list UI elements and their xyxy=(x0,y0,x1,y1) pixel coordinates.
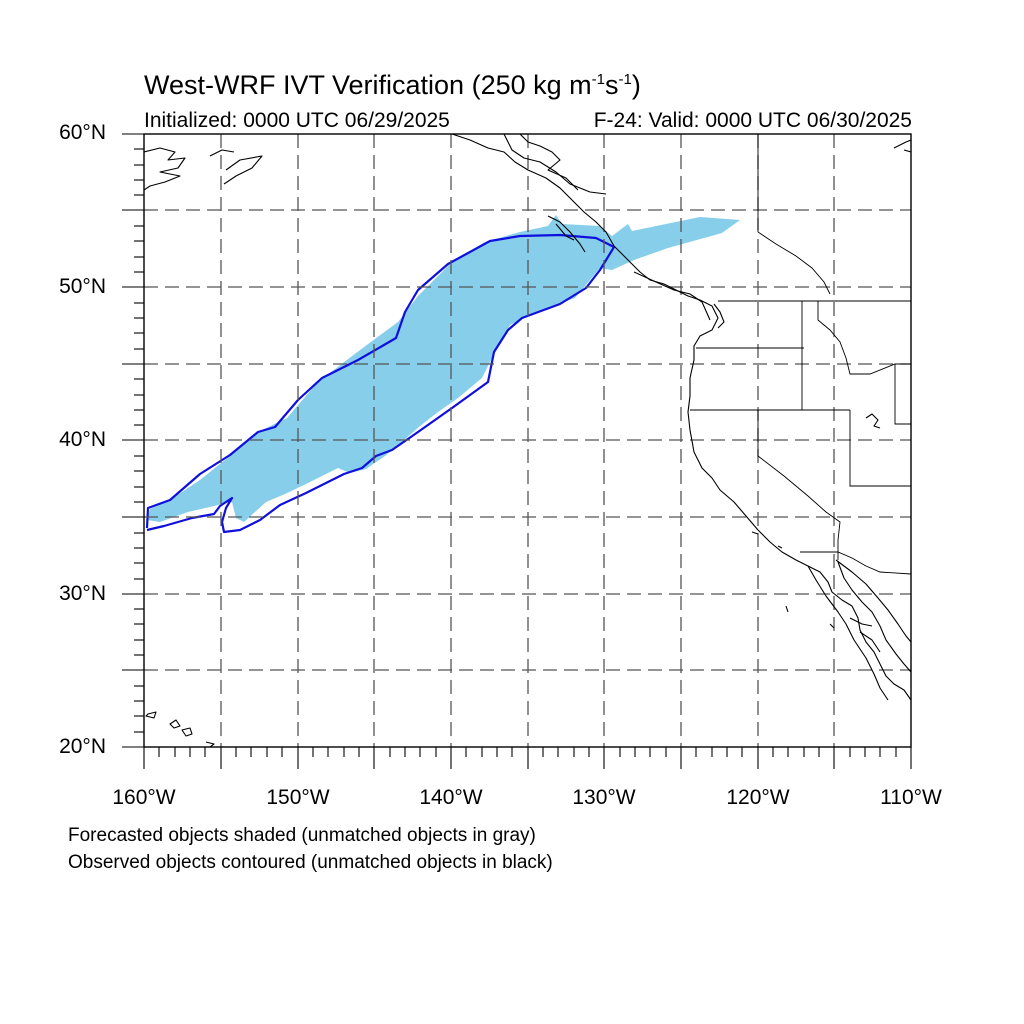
coastlines xyxy=(144,134,911,747)
lat-label-20n: 20°N xyxy=(59,735,106,758)
legend-forecast-note: Forecasted objects shaded (unmatched obj… xyxy=(68,825,536,846)
observed-ivt-contour xyxy=(145,233,616,534)
lat-label-30n: 30°N xyxy=(59,582,106,605)
tick-marks xyxy=(122,133,912,769)
political-boundaries xyxy=(690,134,911,575)
lon-label-160w: 160°W xyxy=(112,786,176,809)
lon-label-150w: 150°W xyxy=(266,786,330,809)
lon-label-120w: 120°W xyxy=(726,786,790,809)
legend-observed-note: Observed objects contoured (unmatched ob… xyxy=(68,852,553,873)
lat-label-50n: 50°N xyxy=(59,275,106,298)
lat-label-40n: 40°N xyxy=(59,428,106,451)
valid-time: F-24: Valid: 0000 UTC 06/30/2025 xyxy=(593,109,912,132)
initialized-time: Initialized: 0000 UTC 06/29/2025 xyxy=(144,109,450,132)
lat-label-60n: 60°N xyxy=(59,121,106,144)
forecast-ivt-object xyxy=(147,215,740,522)
lon-label-130w: 130°W xyxy=(572,786,636,809)
graticule xyxy=(144,134,911,747)
plot-title: West-WRF IVT Verification (250 kg m-1s-1… xyxy=(144,70,641,100)
lon-label-140w: 140°W xyxy=(419,786,483,809)
lon-label-110w: 110°W xyxy=(880,786,942,809)
